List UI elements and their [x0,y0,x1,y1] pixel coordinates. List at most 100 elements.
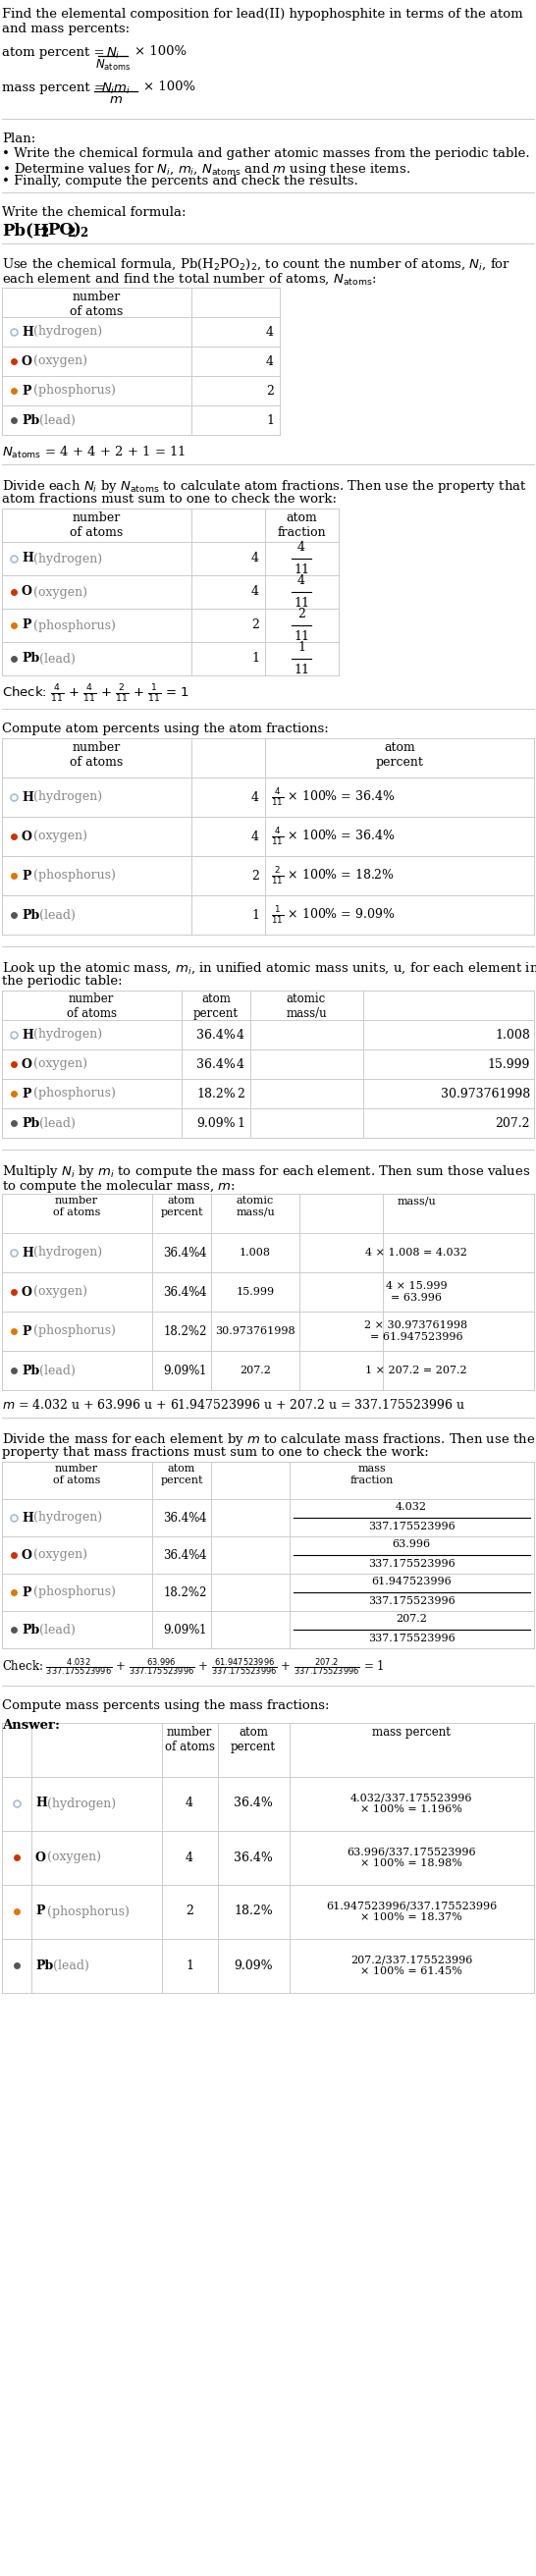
Text: × 100%: × 100% [143,80,196,93]
Text: mass percent =: mass percent = [2,80,109,93]
Text: 63.996: 63.996 [392,1540,430,1548]
Text: 30.973761998: 30.973761998 [215,1327,295,1337]
Text: (phosphorus): (phosphorus) [43,1906,130,1917]
Text: • Finally, compute the percents and check the results.: • Finally, compute the percents and chec… [2,175,358,188]
Text: $\frac{4}{11}$ × 100% = 36.4%: $\frac{4}{11}$ × 100% = 36.4% [271,786,395,809]
Text: P: P [21,1087,31,1100]
Text: (oxygen): (oxygen) [29,1059,87,1072]
Text: Answer:: Answer: [2,1718,60,1731]
Text: 36.4%: 36.4% [234,1798,273,1811]
Text: mass/u: mass/u [397,1195,436,1206]
Text: 4: 4 [251,829,259,842]
Text: O: O [35,1852,46,1865]
Text: atom
percent: atom percent [376,742,423,768]
Text: P: P [21,618,31,631]
Text: 9.09%: 9.09% [163,1623,200,1636]
Text: $N_\mathrm{atoms}$ = 4 + 4 + 2 + 1 = 11: $N_\mathrm{atoms}$ = 4 + 4 + 2 + 1 = 11 [2,446,186,461]
Text: 2: 2 [266,384,274,397]
Text: 1: 1 [199,1365,206,1376]
Text: Pb: Pb [21,1365,40,1376]
Text: 4.032: 4.032 [396,1502,427,1512]
Text: 4: 4 [185,1852,193,1865]
Text: (oxygen): (oxygen) [29,1548,87,1561]
Text: 207.2/337.175523996
× 100% = 61.45%: 207.2/337.175523996 × 100% = 61.45% [351,1955,472,1976]
Text: 61.947523996/337.175523996
× 100% = 18.37%: 61.947523996/337.175523996 × 100% = 18.3… [326,1901,497,1922]
Text: 2: 2 [199,1324,206,1337]
Text: 2: 2 [251,618,259,631]
Text: $\frac{1}{11}$ × 100% = 9.09%: $\frac{1}{11}$ × 100% = 9.09% [271,904,395,925]
Text: (oxygen): (oxygen) [43,1852,101,1865]
Text: 2: 2 [67,227,75,240]
Text: atom
percent: atom percent [230,1726,276,1754]
Text: and mass percents:: and mass percents: [2,23,130,36]
Text: 4: 4 [297,541,306,554]
Text: (phosphorus): (phosphorus) [29,618,116,631]
Text: • Determine values for $N_i$, $m_i$, $N_\mathrm{atoms}$ and $m$ using these item: • Determine values for $N_i$, $m_i$, $N_… [2,160,411,178]
Text: Multiply $N_i$ by $m_i$ to compute the mass for each element. Then sum those val: Multiply $N_i$ by $m_i$ to compute the m… [2,1164,531,1180]
Text: Pb: Pb [21,415,40,428]
Text: number
of atoms: number of atoms [70,742,123,768]
Text: 4: 4 [266,325,274,337]
Text: 4.032/337.175523996
× 100% = 1.196%: 4.032/337.175523996 × 100% = 1.196% [350,1793,472,1814]
Text: 1 × 207.2 = 207.2: 1 × 207.2 = 207.2 [366,1365,467,1376]
Text: (phosphorus): (phosphorus) [29,1324,116,1337]
Text: (lead): (lead) [35,1365,76,1376]
Text: 1: 1 [185,1958,193,1971]
Text: 36.4%: 36.4% [163,1512,200,1525]
Text: number
of atoms: number of atoms [53,1463,100,1484]
Text: 4: 4 [199,1512,206,1525]
Text: 18.2%: 18.2% [234,1906,273,1917]
Text: 9.09%: 9.09% [197,1115,235,1128]
Text: (phosphorus): (phosphorus) [29,1587,116,1600]
Text: $\frac{4}{11}$ × 100% = 36.4%: $\frac{4}{11}$ × 100% = 36.4% [271,827,395,848]
Text: H: H [21,1512,33,1525]
Text: • Write the chemical formula and gather atomic masses from the periodic table.: • Write the chemical formula and gather … [2,147,530,160]
Text: 30.973761998: 30.973761998 [441,1087,530,1100]
Text: 11: 11 [294,631,309,644]
Text: (hydrogen): (hydrogen) [29,791,102,804]
Text: to compute the molecular mass, $m$:: to compute the molecular mass, $m$: [2,1177,235,1195]
Text: $N_\mathrm{atoms}$: $N_\mathrm{atoms}$ [95,57,131,72]
Text: $N_i$: $N_i$ [106,46,120,62]
Text: 1: 1 [236,1115,244,1128]
Text: atom
percent: atom percent [160,1463,203,1484]
Text: number
of atoms: number of atoms [70,291,123,317]
Text: atom percent =: atom percent = [2,46,109,59]
Text: 9.09%: 9.09% [234,1958,273,1971]
Text: 2: 2 [40,227,48,240]
Text: 207.2: 207.2 [240,1365,271,1376]
Text: (hydrogen): (hydrogen) [29,1247,102,1260]
Text: (lead): (lead) [35,1623,76,1636]
Text: 18.2%: 18.2% [197,1087,235,1100]
Text: Pb: Pb [21,909,40,922]
Text: O: O [21,1059,32,1072]
Text: Write the chemical formula:: Write the chemical formula: [2,206,186,219]
Text: (oxygen): (oxygen) [29,585,87,598]
Text: $m$: $m$ [109,93,123,106]
Text: (lead): (lead) [35,415,76,428]
Text: atom fractions must sum to one to check the work:: atom fractions must sum to one to check … [2,492,337,505]
Text: 337.175523996: 337.175523996 [368,1633,455,1643]
Text: number
of atoms: number of atoms [66,992,116,1020]
Text: (phosphorus): (phosphorus) [29,1087,116,1100]
Text: (lead): (lead) [35,909,76,922]
Text: Look up the atomic mass, $m_i$, in unified atomic mass units, u, for each elemen: Look up the atomic mass, $m_i$, in unifi… [2,961,536,976]
Text: 337.175523996: 337.175523996 [368,1558,455,1569]
Text: 2: 2 [297,608,305,621]
Text: (oxygen): (oxygen) [29,355,87,368]
Text: 2: 2 [237,1087,244,1100]
Text: 1: 1 [251,652,259,665]
Text: P: P [21,1324,31,1337]
Text: Divide each $N_i$ by $N_\mathrm{atoms}$ to calculate atom fractions. Then use th: Divide each $N_i$ by $N_\mathrm{atoms}$ … [2,479,527,495]
Text: 4: 4 [199,1285,206,1298]
Text: 4: 4 [266,355,274,368]
Text: H: H [21,1028,33,1041]
Text: 337.175523996: 337.175523996 [368,1522,455,1533]
Text: number
of atoms: number of atoms [165,1726,214,1754]
Text: P: P [21,868,31,881]
Text: (lead): (lead) [49,1958,89,1971]
Text: 4: 4 [199,1247,206,1260]
Text: mass percent: mass percent [372,1726,451,1739]
Text: number
of atoms: number of atoms [53,1195,100,1216]
Text: (hydrogen): (hydrogen) [29,551,102,564]
